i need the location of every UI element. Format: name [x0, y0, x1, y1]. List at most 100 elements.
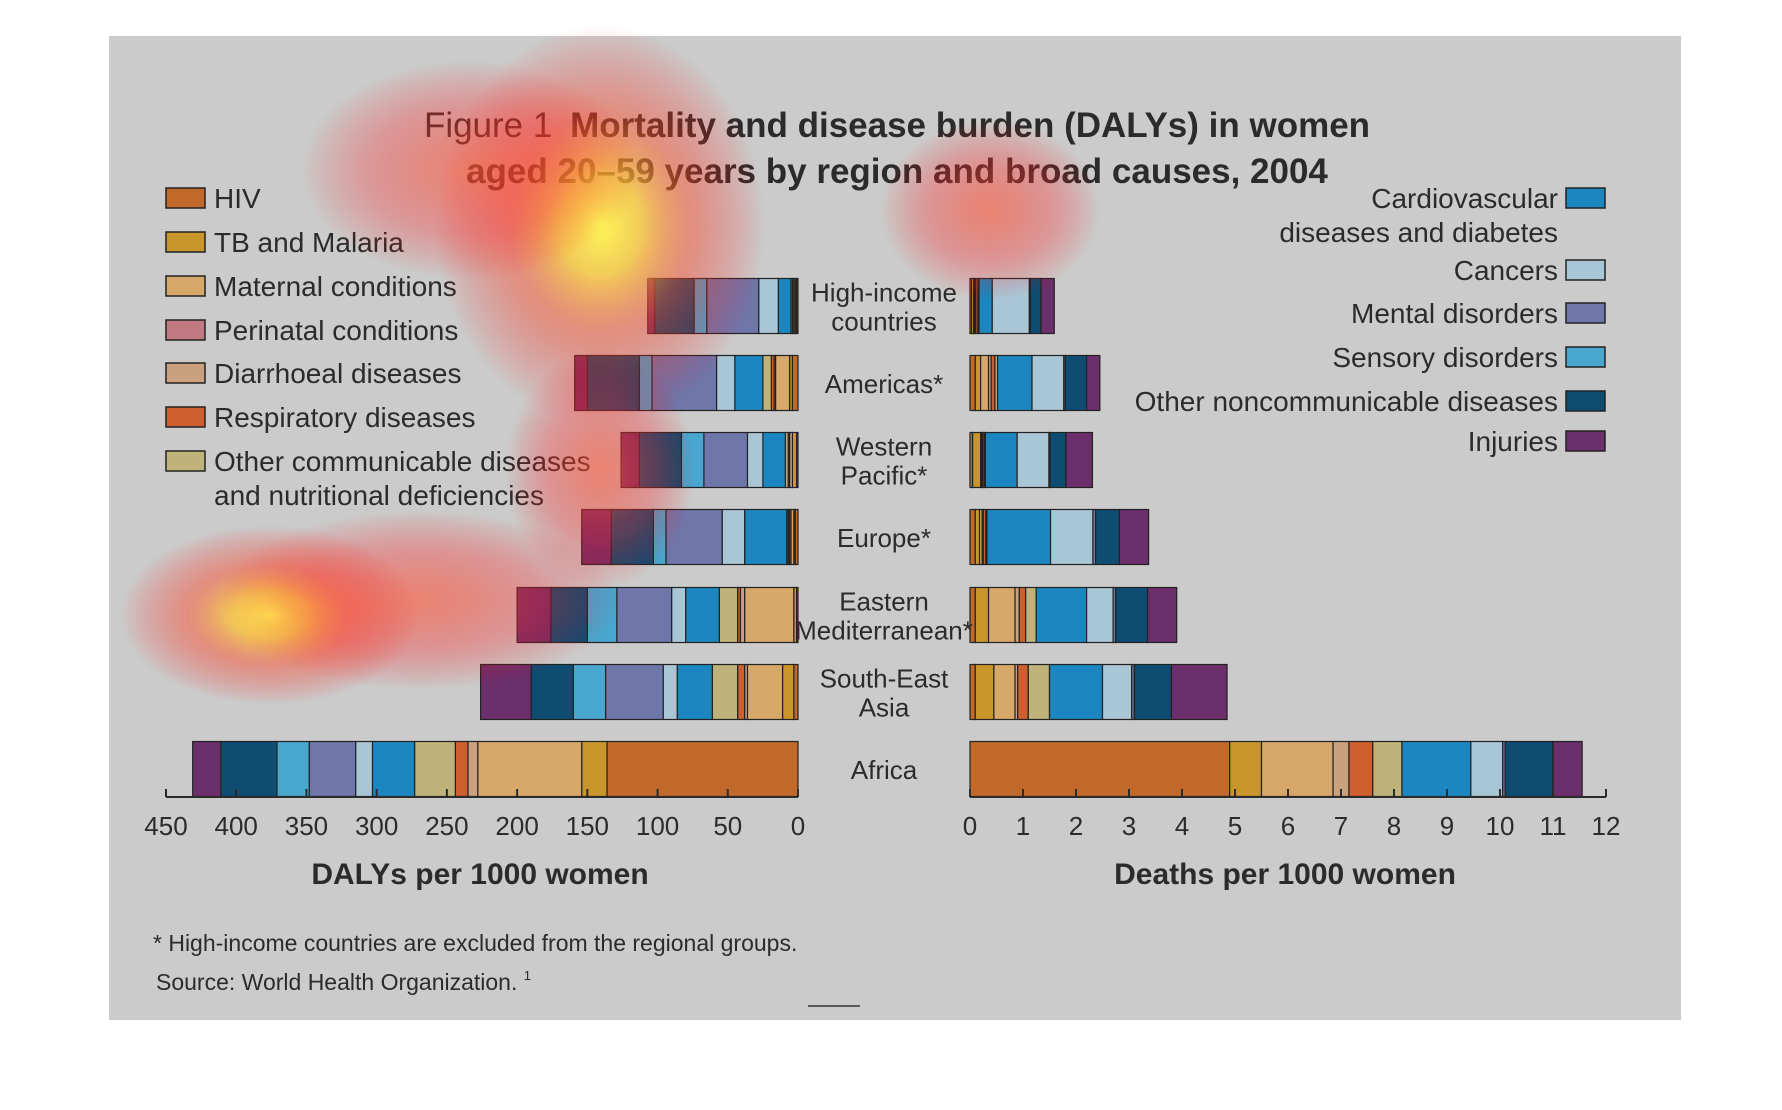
legend-swatch-cardiovascular [1565, 187, 1606, 209]
deaths-bar-africa-other-communicable-diseases-and-nutritional-deficiencies [1372, 740, 1403, 798]
region-label-high-income-countries-line2: countries [831, 307, 937, 337]
deaths-bar-americas-tb-and-malaria [974, 354, 982, 412]
deaths-bar-europe-other-noncommunicable-diseases [1095, 508, 1121, 566]
legend-swatch-tb-and-malaria [165, 231, 206, 253]
dalys-tick-label: 450 [144, 811, 187, 841]
deaths-bar-high-income-countries-cancers [991, 277, 1030, 335]
dalys-bar-south-east-asia-other-noncommunicable-diseases [530, 663, 574, 721]
dalys-bar-africa-sensory-disorders [276, 740, 310, 798]
dalys-bar-south-east-asia-mental-disorders [604, 663, 664, 721]
legend-label-cancers: Cancers [1454, 255, 1558, 286]
deaths-bar-high-income-countries-injuries [1040, 277, 1055, 335]
deaths-bar-americas-cardiovascular-diseases-and-diabetes [996, 354, 1033, 412]
deaths-bar-africa-hiv [969, 740, 1231, 798]
legend-label-maternal-conditions: Maternal conditions [214, 271, 457, 302]
legend-swatch-perinatal-conditions [165, 319, 206, 341]
legend-label-tb-and-malaria: TB and Malaria [214, 227, 404, 258]
deaths-bar-americas-hiv [969, 354, 976, 412]
dalys-bar-eastern-mediterranean-cancers [670, 586, 687, 644]
dalys-bar-western-pacific-injuries [620, 431, 640, 489]
legend-swatch-hiv [165, 187, 206, 209]
deaths-bar-africa-respiratory-diseases [1348, 740, 1374, 798]
dalys-bar-south-east-asia-maternal-conditions [746, 663, 784, 721]
dalys-bar-americas-cancers [715, 354, 736, 412]
deaths-bar-eastern-mediterranean-respiratory-diseases [1018, 586, 1027, 644]
dalys-bar-europe-cancers [721, 508, 746, 566]
deaths-tick-label: 0 [963, 811, 977, 841]
source-superscript: 1 [524, 968, 531, 983]
deaths-bar-eastern-mediterranean-cardiovascular-diseases-and-diabetes [1035, 586, 1088, 644]
deaths-bar-eastern-mediterranean-other-communicable-diseases-and-nutritional-deficiencies [1025, 586, 1037, 644]
dalys-bar-africa-diarrhoeal-diseases [467, 740, 479, 798]
dalys-bar-africa-maternal-conditions [477, 740, 583, 798]
deaths-bar-south-east-asia-maternal-conditions [993, 663, 1016, 721]
deaths-bar-south-east-asia-injuries [1170, 663, 1228, 721]
deaths-tick-label: 11 [1540, 811, 1567, 841]
dalys-bar-south-east-asia-respiratory-diseases [737, 663, 746, 721]
figure-title-main: Mortality and disease burden (DALYs) in … [570, 106, 1370, 145]
legend-swatch-respiratory-diseases [165, 406, 206, 428]
deaths-bar-africa-cancers [1470, 740, 1504, 798]
legend-swatch-cancers [1565, 259, 1606, 281]
deaths-bar-high-income-countries-other-noncommunicable-diseases [1029, 277, 1042, 335]
source-text: Source: World Health Organization. [156, 969, 517, 995]
dalys-bar-high-income-countries-other-noncommunicable-diseases [654, 277, 695, 335]
deaths-bar-africa-cardiovascular-diseases-and-diabetes [1401, 740, 1472, 798]
deaths-bar-eastern-mediterranean-tb-and-malaria [974, 586, 990, 644]
region-label-high-income-countries: High-income [811, 278, 957, 308]
deaths-bar-south-east-asia-tb-and-malaria [974, 663, 995, 721]
dalys-bar-europe-injuries [581, 508, 612, 566]
dalys-bar-high-income-countries-injuries [647, 277, 656, 335]
legend-swatch-sensory-disorders [1565, 346, 1606, 368]
legend-label-other-communicable-diseases: Other communicable diseases [214, 446, 591, 477]
dalys-tick-label: 200 [495, 811, 538, 841]
dalys-bar-eastern-mediterranean-maternal-conditions [744, 586, 795, 644]
dalys-tick-label: 350 [285, 811, 328, 841]
dalys-bar-south-east-asia-cancers [662, 663, 678, 721]
dalys-bar-eastern-mediterranean-mental-disorders [616, 586, 673, 644]
region-label-eastern-mediterranean: Eastern [839, 587, 929, 617]
dalys-bar-africa-mental-disorders [308, 740, 357, 798]
deaths-bar-high-income-countries-cardiovascular-diseases-and-diabetes [978, 277, 993, 335]
figure-title-prefix: Figure 1 [424, 106, 552, 145]
footnote: * High-income countries are excluded fro… [153, 930, 797, 956]
dalys-bar-western-pacific-sensory-disorders [680, 431, 705, 489]
legend-label-other-noncommunicable-diseases: Other noncommunicable diseases [1135, 386, 1558, 417]
legend-swatch-other-communicable-diseases [165, 450, 206, 472]
legend-swatch-diarrhoeal-diseases [165, 362, 206, 384]
dalys-tick-label: 50 [713, 811, 742, 841]
dalys-bar-americas-other-communicable-diseases-and-nutritional-deficiencies [762, 354, 772, 412]
legend-label-mental-disorders: Mental disorders [1351, 298, 1558, 329]
dalys-bar-europe-sensory-disorders [652, 508, 667, 566]
dalys-bar-south-east-asia-hiv [793, 663, 799, 721]
source-note: Source: World Health Organization. 1 [156, 968, 531, 995]
dalys-bar-americas-other-noncommunicable-diseases [586, 354, 640, 412]
dalys-bar-europe-cardiovascular-diseases-and-diabetes [744, 508, 788, 566]
deaths-bar-europe-hiv [969, 508, 976, 566]
deaths-tick-label: 7 [1334, 811, 1348, 841]
dalys-bar-africa-other-communicable-diseases-and-nutritional-deficiencies [413, 740, 456, 798]
deaths-bar-africa-tb-and-malaria [1229, 740, 1263, 798]
dalys-bar-eastern-mediterranean-sensory-disorders [586, 586, 618, 644]
dalys-tick-label: 150 [566, 811, 609, 841]
deaths-bar-americas-other-noncommunicable-diseases [1064, 354, 1088, 412]
dalys-bar-western-pacific-cardiovascular-diseases-and-diabetes [762, 431, 786, 489]
dalys-bar-eastern-mediterranean-cardiovascular-diseases-and-diabetes [685, 586, 720, 644]
deaths-bar-eastern-mediterranean-other-noncommunicable-diseases [1115, 586, 1149, 644]
dalys-bar-south-east-asia-other-communicable-diseases-and-nutritional-deficiencies [711, 663, 739, 721]
dalys-tick-label: 100 [636, 811, 679, 841]
deaths-tick-label: 1 [1016, 811, 1030, 841]
legend-label-sensory-disorders: Sensory disorders [1332, 342, 1558, 373]
deaths-bar-africa-diarrhoeal-diseases [1332, 740, 1350, 798]
legend-swatch-maternal-conditions [165, 275, 206, 297]
dalys-bar-americas-sensory-disorders [638, 354, 653, 412]
deaths-bar-eastern-mediterranean-maternal-conditions [987, 586, 1016, 644]
legend-label-diarrhoeal-diseases: Diarrhoeal diseases [214, 358, 461, 389]
deaths-bar-south-east-asia-other-noncommunicable-diseases [1133, 663, 1173, 721]
deaths-tick-label: 8 [1387, 811, 1401, 841]
dalys-bar-south-east-asia-tb-and-malaria [781, 663, 795, 721]
deaths-bar-south-east-asia-cancers [1101, 663, 1133, 721]
dalys-axis-title: DALYs per 1000 women [311, 858, 648, 891]
